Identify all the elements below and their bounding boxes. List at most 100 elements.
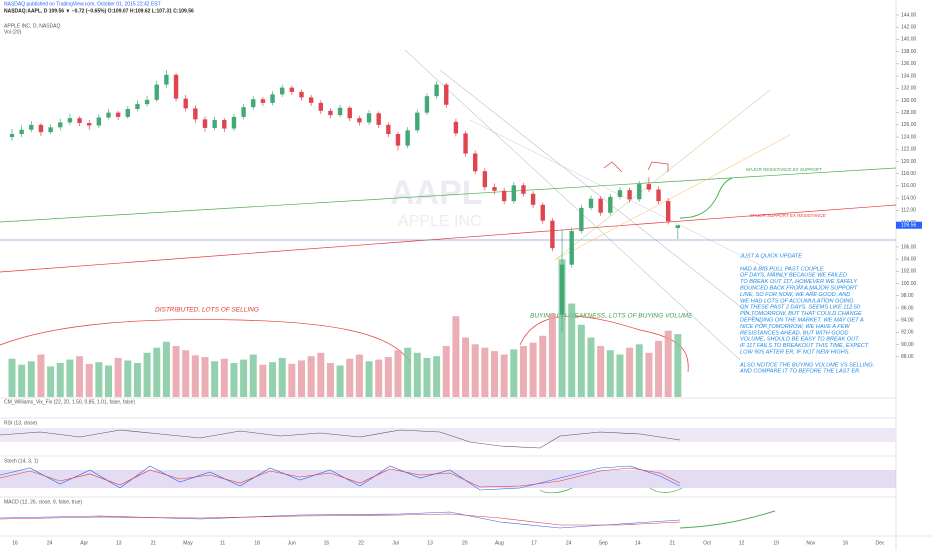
volume-bar xyxy=(510,349,518,397)
watermark-ticker: AAPL xyxy=(390,174,483,212)
candle-body xyxy=(550,220,555,249)
volume-bar xyxy=(606,350,614,397)
candle-body xyxy=(482,171,488,188)
volume-bar xyxy=(298,360,305,397)
time-label: 11 xyxy=(220,540,225,546)
candle-body xyxy=(251,99,256,108)
candle-body xyxy=(58,122,63,128)
note-line: NICE POP TOMORROW, WE HAVE A FEW xyxy=(740,324,850,330)
time-label: 17 xyxy=(531,540,537,546)
drawings xyxy=(0,49,897,529)
candle-body xyxy=(675,225,681,229)
volume-bar xyxy=(143,352,151,397)
volume-bar xyxy=(105,365,112,397)
candle-body xyxy=(38,124,44,133)
price-tick-label: 94.00 xyxy=(901,318,914,324)
candle-body xyxy=(202,119,208,128)
candle-body xyxy=(492,187,497,191)
volume-bar xyxy=(626,347,634,397)
accumulation-curve xyxy=(519,315,689,373)
candle-body xyxy=(299,91,304,98)
candle-body xyxy=(405,130,410,146)
price-tick-label: 128.00 xyxy=(901,110,917,116)
volume-bar xyxy=(249,354,257,397)
time-label: 19 xyxy=(773,540,779,546)
candle-body xyxy=(444,84,449,105)
stoch-band xyxy=(0,470,896,488)
price-tick-label: 120.00 xyxy=(901,159,917,165)
candle-body xyxy=(608,196,613,213)
candle-body xyxy=(434,84,439,97)
price-tick-label: 118.00 xyxy=(901,171,916,177)
last-price-label: 109.56 xyxy=(901,223,917,229)
distribution-note: DISTRIBUTED, LOTS OF SELLING xyxy=(155,307,259,314)
note-line: IF 117 FAILS TO BREAKOUT THIS TIME, EXPE… xyxy=(740,343,869,349)
candle-body xyxy=(588,198,594,208)
price-tick-label: 96.00 xyxy=(901,305,914,311)
support-note: MAJOR SUPPORT EX RESISTANCE xyxy=(750,213,827,218)
price-tick-label: 104.00 xyxy=(901,256,917,262)
price-tick-label: 132.00 xyxy=(901,86,917,92)
time-label: Jul xyxy=(392,540,398,546)
volume-bar xyxy=(365,361,373,397)
trend-line xyxy=(0,167,897,223)
time-label: Apr xyxy=(80,540,88,546)
time-label: 16 xyxy=(843,540,849,546)
note-line: LINE, SO FOR NOW, WE ARE GOOD, AND xyxy=(740,292,850,298)
price-tick-label: 102.00 xyxy=(901,269,917,275)
price-tick-label: 116.00 xyxy=(901,183,916,189)
volume-bar xyxy=(162,341,170,397)
candle-body xyxy=(627,190,632,200)
time-label: Dec xyxy=(876,540,885,546)
volume-bar xyxy=(230,363,238,397)
candle-body xyxy=(453,121,459,134)
volume-bar xyxy=(307,356,315,397)
volume-bar xyxy=(326,363,334,397)
publisher: NASDAQ published on TradingView.com, Oct… xyxy=(4,1,161,7)
price-tick-label: 136.00 xyxy=(901,61,917,67)
buying-note: BUYING ON WEAKNESS, LOTS OF BUYING VOLUM… xyxy=(530,313,693,320)
candle-body xyxy=(579,207,584,232)
time-label: Nov xyxy=(806,540,815,546)
volume-bar xyxy=(259,364,267,397)
candle-body xyxy=(77,118,82,124)
projection-curve xyxy=(679,177,733,219)
candle-body xyxy=(646,184,652,190)
fan-line xyxy=(554,89,771,261)
candle-body xyxy=(19,129,24,135)
volume-bar xyxy=(220,358,228,397)
candle-body xyxy=(656,189,661,202)
candle-body xyxy=(366,113,372,123)
candle-body xyxy=(29,124,34,130)
volume-bar xyxy=(568,303,576,397)
price-tick-label: 142.00 xyxy=(901,25,917,31)
volume-bar xyxy=(37,354,45,397)
candle-body xyxy=(125,108,130,117)
candle-body xyxy=(135,104,140,109)
candle-body xyxy=(347,107,352,119)
time-label: 20 xyxy=(462,540,468,546)
volume-bar xyxy=(288,363,296,397)
candle-body xyxy=(415,112,420,131)
note-line: BOUNCED BACK FROM A MAJOR SUPPORT xyxy=(740,285,858,291)
candle-body xyxy=(144,99,150,105)
candle-body xyxy=(569,231,574,265)
price-tick-label: 140.00 xyxy=(901,37,917,43)
note-line: LOW 90S AFTER ER, IF NOT NEW HIGHS. xyxy=(740,349,850,355)
volume-bar xyxy=(95,362,103,397)
candle-body xyxy=(463,133,468,154)
volume-bar xyxy=(433,356,441,397)
watermark-name: APPLE INC xyxy=(398,213,482,230)
candle-body xyxy=(106,112,111,118)
volume-bar xyxy=(269,362,277,397)
candle-body xyxy=(48,127,53,133)
volume-bar xyxy=(645,352,653,397)
channel-line xyxy=(404,49,741,361)
price-tick-label: 112.00 xyxy=(901,208,916,214)
note-line: VOLUME, SHOULD BE EASY TO BREAK OUT. xyxy=(740,337,860,343)
price-tick-label: 130.00 xyxy=(901,98,917,104)
volume-bar xyxy=(355,354,363,397)
price-tick-label: 126.00 xyxy=(901,122,917,128)
candle-body xyxy=(501,190,507,202)
price-tick-label: 114.00 xyxy=(901,195,916,201)
